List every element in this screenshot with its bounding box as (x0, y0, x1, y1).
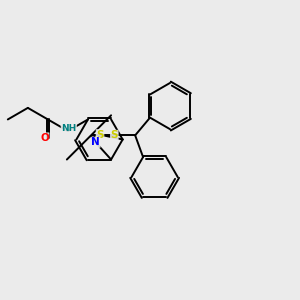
Text: N: N (91, 137, 100, 147)
Text: O: O (40, 133, 49, 143)
Text: NH: NH (61, 124, 76, 134)
Text: S: S (96, 130, 104, 140)
Text: S: S (111, 130, 118, 140)
